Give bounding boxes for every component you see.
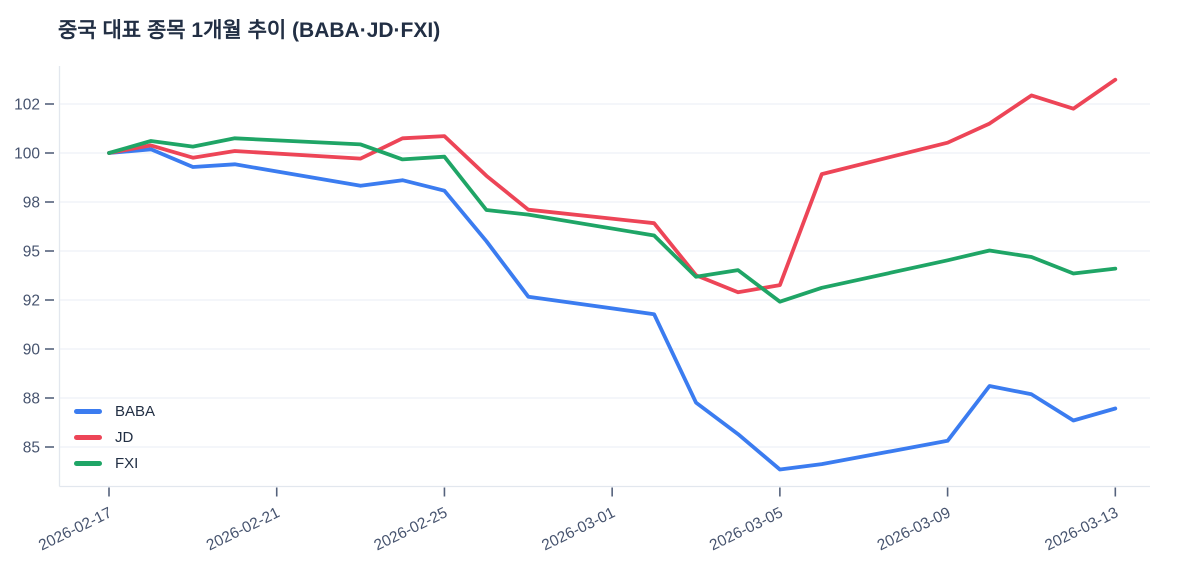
y-tick-label: 88 <box>23 391 40 408</box>
y-tick-label: 102 <box>14 97 40 114</box>
chart-title: 중국 대표 종목 1개월 추이 (BABA·JD·FXI) <box>58 19 441 42</box>
legend-item-baba[interactable]: BABA <box>74 402 155 421</box>
fxi-line-swatch <box>74 461 102 466</box>
y-tick-label: 92 <box>23 293 40 310</box>
x-tick-label: 2026-02-25 <box>371 504 450 554</box>
legend-item-fxi[interactable]: FXI <box>74 454 155 473</box>
x-tick-label: 2026-03-01 <box>539 504 618 554</box>
y-tick-label: 85 <box>23 440 40 457</box>
legend-label-fxi: FXI <box>115 455 139 472</box>
x-tick-label: 2026-03-09 <box>875 504 954 554</box>
legend-label-jd: JD <box>115 429 134 446</box>
y-tick-label: 95 <box>23 244 40 261</box>
baba-line-swatch <box>74 409 102 414</box>
x-tick-label: 2026-03-13 <box>1042 504 1121 554</box>
jd-line-swatch <box>74 435 102 440</box>
y-tick-label: 98 <box>23 195 40 212</box>
x-tick-label: 2026-03-05 <box>707 504 786 554</box>
y-tick-label: 90 <box>23 342 41 359</box>
legend-label-baba: BABA <box>115 403 156 420</box>
series-line-jd[interactable] <box>107 77 1118 295</box>
legend-item-jd[interactable]: JD <box>74 428 155 447</box>
series-line-fxi[interactable] <box>107 136 1118 304</box>
series-line-baba[interactable] <box>107 147 1118 472</box>
legend: BABA JD FXI <box>74 402 155 473</box>
x-tick-label: 2026-02-17 <box>36 504 115 554</box>
x-tick-label: 2026-02-21 <box>204 504 283 554</box>
y-tick-label: 100 <box>14 146 40 163</box>
